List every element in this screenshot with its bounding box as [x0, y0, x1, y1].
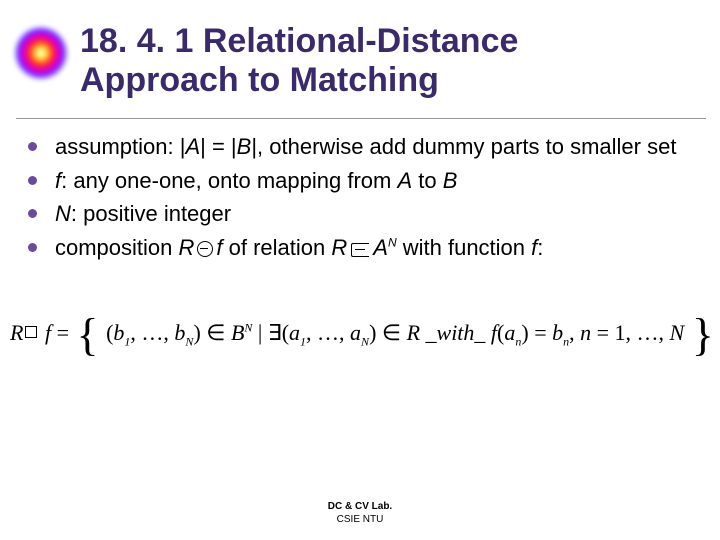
bullet-text: N: positive integer	[55, 199, 698, 229]
footer-line-1: DC & CV Lab.	[0, 501, 720, 514]
logo-color-wheel	[16, 28, 66, 78]
equation: R f = { (b1, …, bN) ∈ BN | ∃(a1, …, aN) …	[10, 320, 710, 349]
left-brace-icon: {	[77, 309, 99, 360]
bullet-dot-icon	[28, 176, 37, 185]
bullet-item: composition Rf of relation RAN with func…	[28, 233, 698, 263]
bullet-dot-icon	[28, 243, 37, 252]
slide-title: 18. 4. 1 Relational-Distance Approach to…	[80, 22, 680, 100]
placeholder-box-icon	[25, 326, 37, 338]
bullet-item: f: any one-one, onto mapping from A to B	[28, 166, 698, 196]
bullet-text: f: any one-one, onto mapping from A to B	[55, 166, 698, 196]
slide: 18. 4. 1 Relational-Distance Approach to…	[0, 0, 720, 540]
bullet-item: assumption: |A| = |B|, otherwise add dum…	[28, 132, 698, 162]
bullet-text: assumption: |A| = |B|, otherwise add dum…	[55, 132, 698, 162]
title-rule	[16, 118, 706, 119]
footer-line-2: CSIE NTU	[0, 514, 720, 527]
bullet-text: composition Rf of relation RAN with func…	[55, 233, 698, 263]
bullet-dot-icon	[28, 209, 37, 218]
footer: DC & CV Lab. CSIE NTU	[0, 501, 720, 526]
bullet-item: N: positive integer	[28, 199, 698, 229]
bullet-list: assumption: |A| = |B|, otherwise add dum…	[28, 132, 698, 267]
right-brace-icon: }	[692, 309, 714, 360]
bullet-dot-icon	[28, 142, 37, 151]
element-of-icon	[351, 243, 369, 257]
compose-icon	[197, 241, 213, 257]
